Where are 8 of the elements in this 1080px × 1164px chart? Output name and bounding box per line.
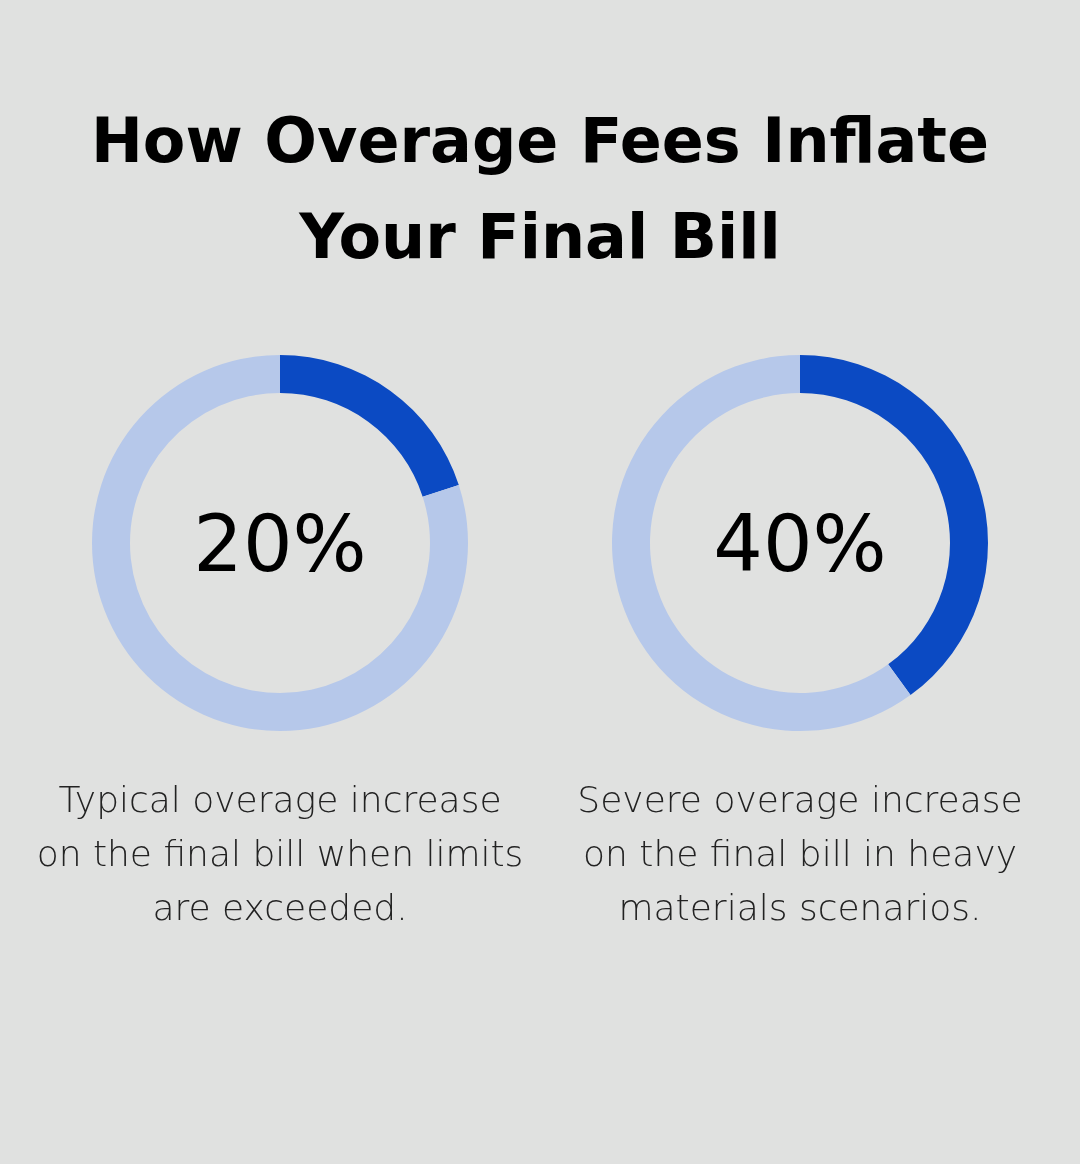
text: Typical overage increase on the final bill when limits are exceeded.: [36, 779, 524, 928]
text: Severe overage increase on the final bill in heavy materials scenarios.: [577, 779, 1023, 928]
chart-title: How Overage Fees Inflate Your Final Bill: [90, 104, 990, 273]
donut-slice: [92, 355, 468, 731]
donut-slice: [280, 355, 459, 497]
donut-slice: [612, 355, 911, 731]
text: 20%: [193, 499, 367, 589]
text: 40%: [713, 499, 887, 589]
